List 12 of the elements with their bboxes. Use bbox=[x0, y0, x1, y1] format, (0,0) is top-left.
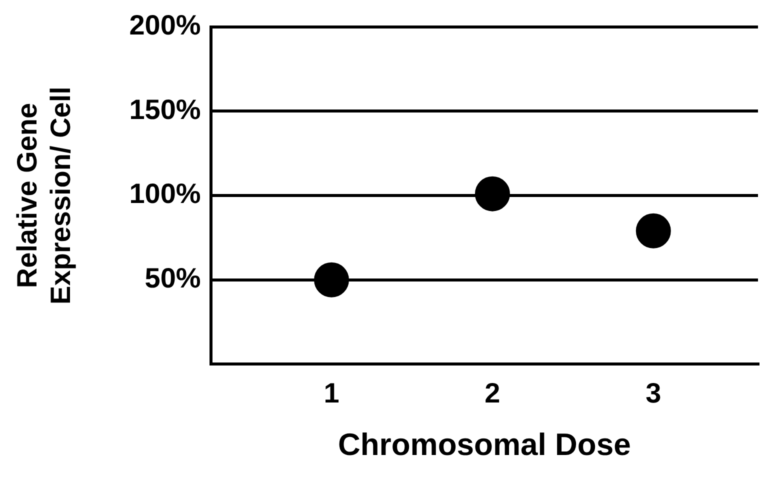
x-axis-title: Chromosomal Dose bbox=[338, 426, 631, 462]
point bbox=[474, 176, 510, 212]
y-axis-title: Relative Gene Expression/ Cell bbox=[12, 86, 76, 304]
y-tick-label: 100% bbox=[129, 178, 201, 210]
x-tick-label: 2 bbox=[484, 378, 500, 409]
point bbox=[636, 213, 671, 248]
y-tick-label: 50% bbox=[144, 262, 201, 294]
x-tick-label: 3 bbox=[646, 378, 662, 409]
y-tick-label: 200% bbox=[129, 10, 201, 41]
y-tick-label: 150% bbox=[129, 94, 201, 125]
point bbox=[314, 262, 350, 298]
x-tick-label: 1 bbox=[324, 378, 340, 409]
